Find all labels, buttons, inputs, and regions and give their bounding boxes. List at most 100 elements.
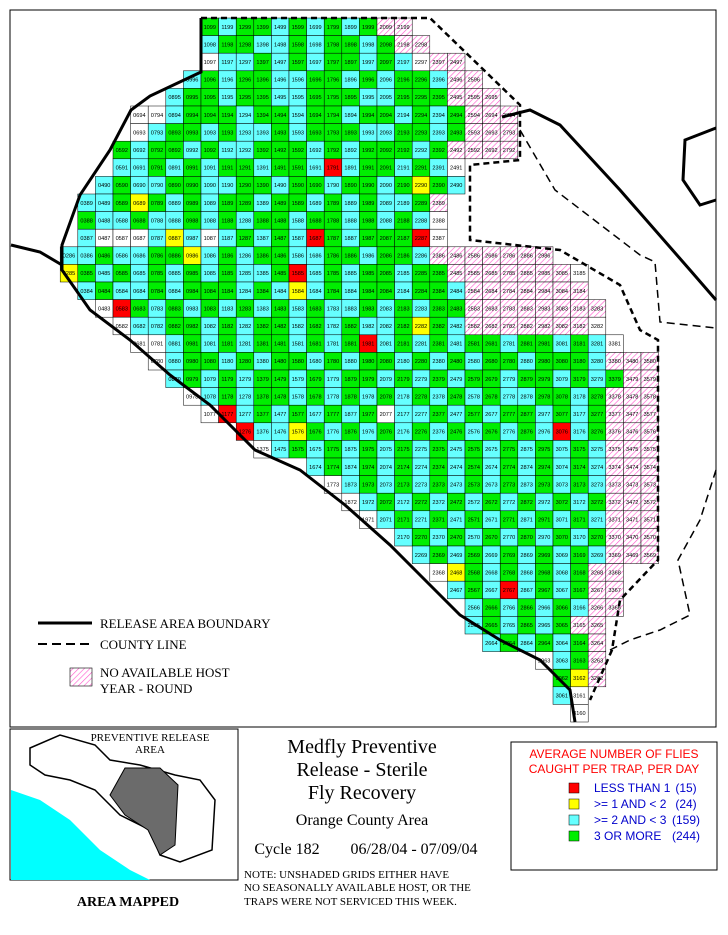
flies-count: (24): [675, 797, 696, 811]
cell-label: 1682: [309, 324, 321, 330]
cell-label: 2885: [520, 271, 532, 277]
cell-label: 1596: [292, 78, 304, 84]
title: Medfly Preventive: [287, 736, 437, 758]
cell-label: 1298: [239, 42, 251, 48]
cell-label: 0389: [80, 201, 92, 207]
cell-label: 1780: [327, 359, 339, 365]
cell-label: 3079: [556, 377, 568, 383]
cycle: Cycle 182: [254, 841, 319, 858]
cell-label: 1884: [344, 289, 356, 295]
cell-label: 2285: [415, 271, 427, 277]
cell-label: 1874: [344, 465, 356, 471]
cell-label: 1384: [256, 289, 268, 295]
cell-label: 1580: [292, 359, 304, 365]
cell-label: 2290: [415, 183, 427, 189]
cell-label: 0585: [116, 271, 128, 277]
cell-label: 2684: [485, 289, 497, 295]
cell-label: 2770: [503, 535, 515, 541]
cell-label: 1177: [221, 412, 233, 418]
cell-label: 2565: [468, 623, 480, 629]
cell-label: 2576: [468, 430, 480, 436]
cell-label: 2982: [538, 324, 550, 330]
cell-label: 0885: [168, 271, 180, 277]
cell-label: 3073: [556, 482, 568, 488]
cell-label: 2977: [538, 412, 550, 418]
cell-label: 0286: [63, 254, 75, 260]
cell-label: 1293: [239, 130, 251, 136]
cell-label: 0984: [186, 289, 198, 295]
legend-text: RELEASE AREA BOUNDARY: [100, 616, 271, 631]
cell-label: 3084: [556, 289, 568, 295]
cell-label: 2683: [485, 306, 497, 312]
cell-label: 2566: [468, 606, 480, 612]
cell-label: 1096: [204, 78, 216, 84]
cell-label: 2079: [380, 377, 392, 383]
cell-label: 3174: [573, 465, 585, 471]
cell-label: 1997: [362, 60, 374, 66]
cell-label: 3262: [591, 676, 603, 682]
cell-label: 1795: [327, 95, 339, 101]
cell-label: 2582: [468, 324, 480, 330]
cell-label: 1985: [362, 271, 374, 277]
cell-label: 1678: [309, 394, 321, 400]
cell-label: 2579: [468, 377, 480, 383]
cell-label: 2792: [503, 148, 515, 154]
cell-label: 2574: [468, 465, 480, 471]
cell-label: 1893: [344, 130, 356, 136]
cell-label: 1776: [327, 430, 339, 436]
title-block: Medfly Preventive Release - Sterile Fly …: [254, 736, 477, 858]
cell-label: 2872: [520, 500, 532, 506]
cell-label: 2373: [432, 482, 444, 488]
cell-label: 1589: [292, 201, 304, 207]
cell-label: 1387: [256, 236, 268, 242]
cell-label: 0888: [168, 218, 180, 224]
cell-label: 0881: [168, 342, 180, 348]
cell-label: 1797: [327, 60, 339, 66]
cell-label: 1793: [327, 130, 339, 136]
cell-label: 2296: [415, 78, 427, 84]
cell-label: 1495: [274, 95, 286, 101]
cell-label: 2374: [432, 465, 444, 471]
cell-label: 2486: [450, 254, 462, 260]
flies-legend: AVERAGE NUMBER OF FLIES CAUGHT PER TRAP,…: [510, 741, 718, 871]
cell-label: 3577: [644, 412, 656, 418]
cell-label: 1577: [292, 412, 304, 418]
flies-swatch: [568, 798, 580, 810]
cell-label: 2871: [520, 518, 532, 524]
cell-label: 3069: [556, 553, 568, 559]
cell-label: 1480: [274, 359, 286, 365]
cell-label: 1092: [204, 148, 216, 154]
cell-label: 0385: [80, 271, 92, 277]
flies-count: (159): [672, 813, 700, 827]
cell-label: 2181: [397, 342, 409, 348]
cell-label: 0893: [168, 130, 180, 136]
cell-label: 2966: [538, 606, 550, 612]
cell-label: 3266: [591, 606, 603, 612]
cell-label: 2089: [380, 201, 392, 207]
cell-label: 0789: [151, 201, 163, 207]
cell-label: 0793: [151, 130, 163, 136]
cell-label: 1184: [221, 289, 233, 295]
cell-label: 1289: [239, 201, 251, 207]
cell-label: 1791: [327, 166, 339, 172]
cell-label: 2491: [450, 166, 462, 172]
cell-label: 3473: [626, 482, 638, 488]
cell-label: 1392: [256, 148, 268, 154]
cell-label: 0895: [168, 95, 180, 101]
cell-label: 3176: [573, 430, 585, 436]
cell-label: 1297: [239, 60, 251, 66]
cell-label: 2874: [520, 465, 532, 471]
cell-label: 1773: [327, 482, 339, 488]
cell-label: 2278: [415, 394, 427, 400]
cell-label: 1087: [204, 236, 216, 242]
cell-label: 2572: [468, 500, 480, 506]
cell-label: 0387: [80, 236, 92, 242]
cell-label: 3474: [626, 465, 638, 471]
cell-label: 1992: [362, 148, 374, 154]
cell-label: 2682: [485, 324, 497, 330]
cell-label: 1281: [239, 342, 251, 348]
cell-label: 3184: [573, 289, 585, 295]
cell-label: 1692: [309, 148, 321, 154]
cell-label: 0891: [168, 166, 180, 172]
cell-label: 1382: [256, 324, 268, 330]
